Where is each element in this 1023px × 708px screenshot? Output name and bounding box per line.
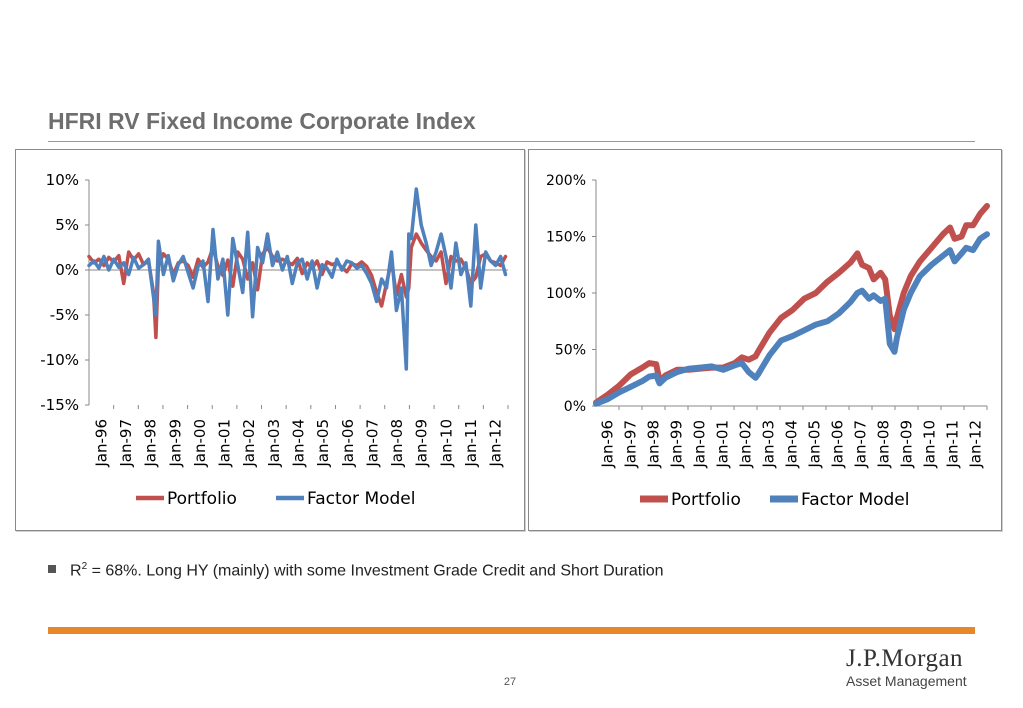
y-tick-label: 5% <box>55 216 79 234</box>
footer-bar <box>48 627 975 634</box>
y-tick-label: -10% <box>40 351 79 369</box>
x-tick-label: Jan-00 <box>191 419 209 468</box>
y-tick-label: -15% <box>40 396 79 414</box>
x-tick-label: Jan-12 <box>967 420 985 469</box>
monthly-returns-chart-panel: 10% 5% 0% -5% -10% -15% Jan-96 Jan-97 Jan-98 Jan-… <box>15 149 525 531</box>
title-divider <box>48 141 975 142</box>
x-tick-label: Jan-06 <box>829 420 847 469</box>
x-tick-label: Jan-04 <box>290 419 308 468</box>
y-tick-label: 50% <box>555 343 586 359</box>
x-tick-label: Jan-96 <box>599 420 617 469</box>
x-tick-label: Jan-97 <box>622 420 640 469</box>
y-tick-label: 0% <box>55 261 79 279</box>
y-tick-label: 0% <box>564 399 586 415</box>
x-tick-label: Jan-01 <box>216 419 234 468</box>
bullet-text: = 68%. Long HY (mainly) with some Invest… <box>87 562 664 580</box>
legend-label: Portfolio <box>167 489 237 509</box>
x-tick-label: Jan-09 <box>898 420 916 469</box>
x-tick-label: Jan-03 <box>265 419 283 468</box>
r-squared-label: R <box>70 562 82 580</box>
x-tick-label: Jan-99 <box>668 420 686 469</box>
x-tick-label: Jan-10 <box>921 420 939 469</box>
x-tick-label: Jan-04 <box>783 420 801 469</box>
x-tick-label: Jan-97 <box>117 419 135 468</box>
x-tick-label: Jan-02 <box>240 419 258 468</box>
logo-subtitle: Asset Management <box>846 673 967 689</box>
y-tick-label: 100% <box>546 286 586 302</box>
logo-name: J.P.Morgan <box>846 645 964 672</box>
bullet-marker <box>48 565 56 574</box>
x-tick-label: Jan-09 <box>413 419 431 468</box>
x-tick-label: Jan-10 <box>437 419 455 468</box>
x-tick-label: Jan-06 <box>339 419 357 468</box>
x-tick-label: Jan-96 <box>92 419 110 468</box>
x-tick-label: Jan-11 <box>462 419 480 468</box>
y-tick-label: -5% <box>50 306 79 324</box>
cumulative-returns-chart: 200% 150% 100% 50% 0% Jan-96 Jan-97 Jan-98 Jan-9… <box>546 173 990 510</box>
x-tick-label: Jan-99 <box>166 419 184 468</box>
x-tick-label: Jan-08 <box>875 420 893 469</box>
x-tick-label: Jan-05 <box>314 419 332 468</box>
monthly-returns-chart: 10% 5% 0% -5% -10% -15% Jan-96 Jan-97 Jan-98 Jan-… <box>40 171 509 509</box>
x-tick-label: Jan-07 <box>363 419 381 468</box>
x-tick-label: Jan-05 <box>806 420 824 469</box>
x-tick-label: Jan-11 <box>944 420 962 469</box>
x-tick-label: Jan-08 <box>388 419 406 468</box>
legend-label: Portfolio <box>671 490 741 510</box>
x-tick-label: Jan-98 <box>645 420 663 469</box>
cumulative-returns-chart-panel: 200% 150% 100% 50% 0% Jan-96 Jan-97 Jan-98 Jan-9… <box>528 149 1002 531</box>
x-tick-label: Jan-98 <box>142 419 160 468</box>
x-tick-label: Jan-00 <box>691 420 709 469</box>
page-number: 27 <box>503 676 517 688</box>
series-line-factor-model <box>87 187 508 371</box>
x-tick-label: Jan-01 <box>714 420 732 469</box>
r-squared-superscript: 2 <box>81 561 88 572</box>
x-tick-label: Jan-07 <box>852 420 870 469</box>
y-tick-label: 10% <box>46 171 79 189</box>
x-tick-label: Jan-03 <box>760 420 778 469</box>
x-tick-label: Jan-12 <box>487 419 505 468</box>
y-tick-label: 150% <box>546 230 586 246</box>
x-tick-label: Jan-02 <box>737 420 755 469</box>
y-tick-label: 200% <box>546 173 586 189</box>
series-line-factor-model <box>593 231 990 407</box>
legend-label: Factor Model <box>307 489 415 509</box>
page-title: HFRI RV Fixed Income Corporate Index <box>48 108 476 134</box>
jpmorgan-logo: J.P.Morgan Asset Management <box>846 645 978 689</box>
bullet-note: R2 = 68%. Long HY (mainly) with some Inv… <box>48 561 664 580</box>
legend-label: Factor Model <box>801 490 909 510</box>
